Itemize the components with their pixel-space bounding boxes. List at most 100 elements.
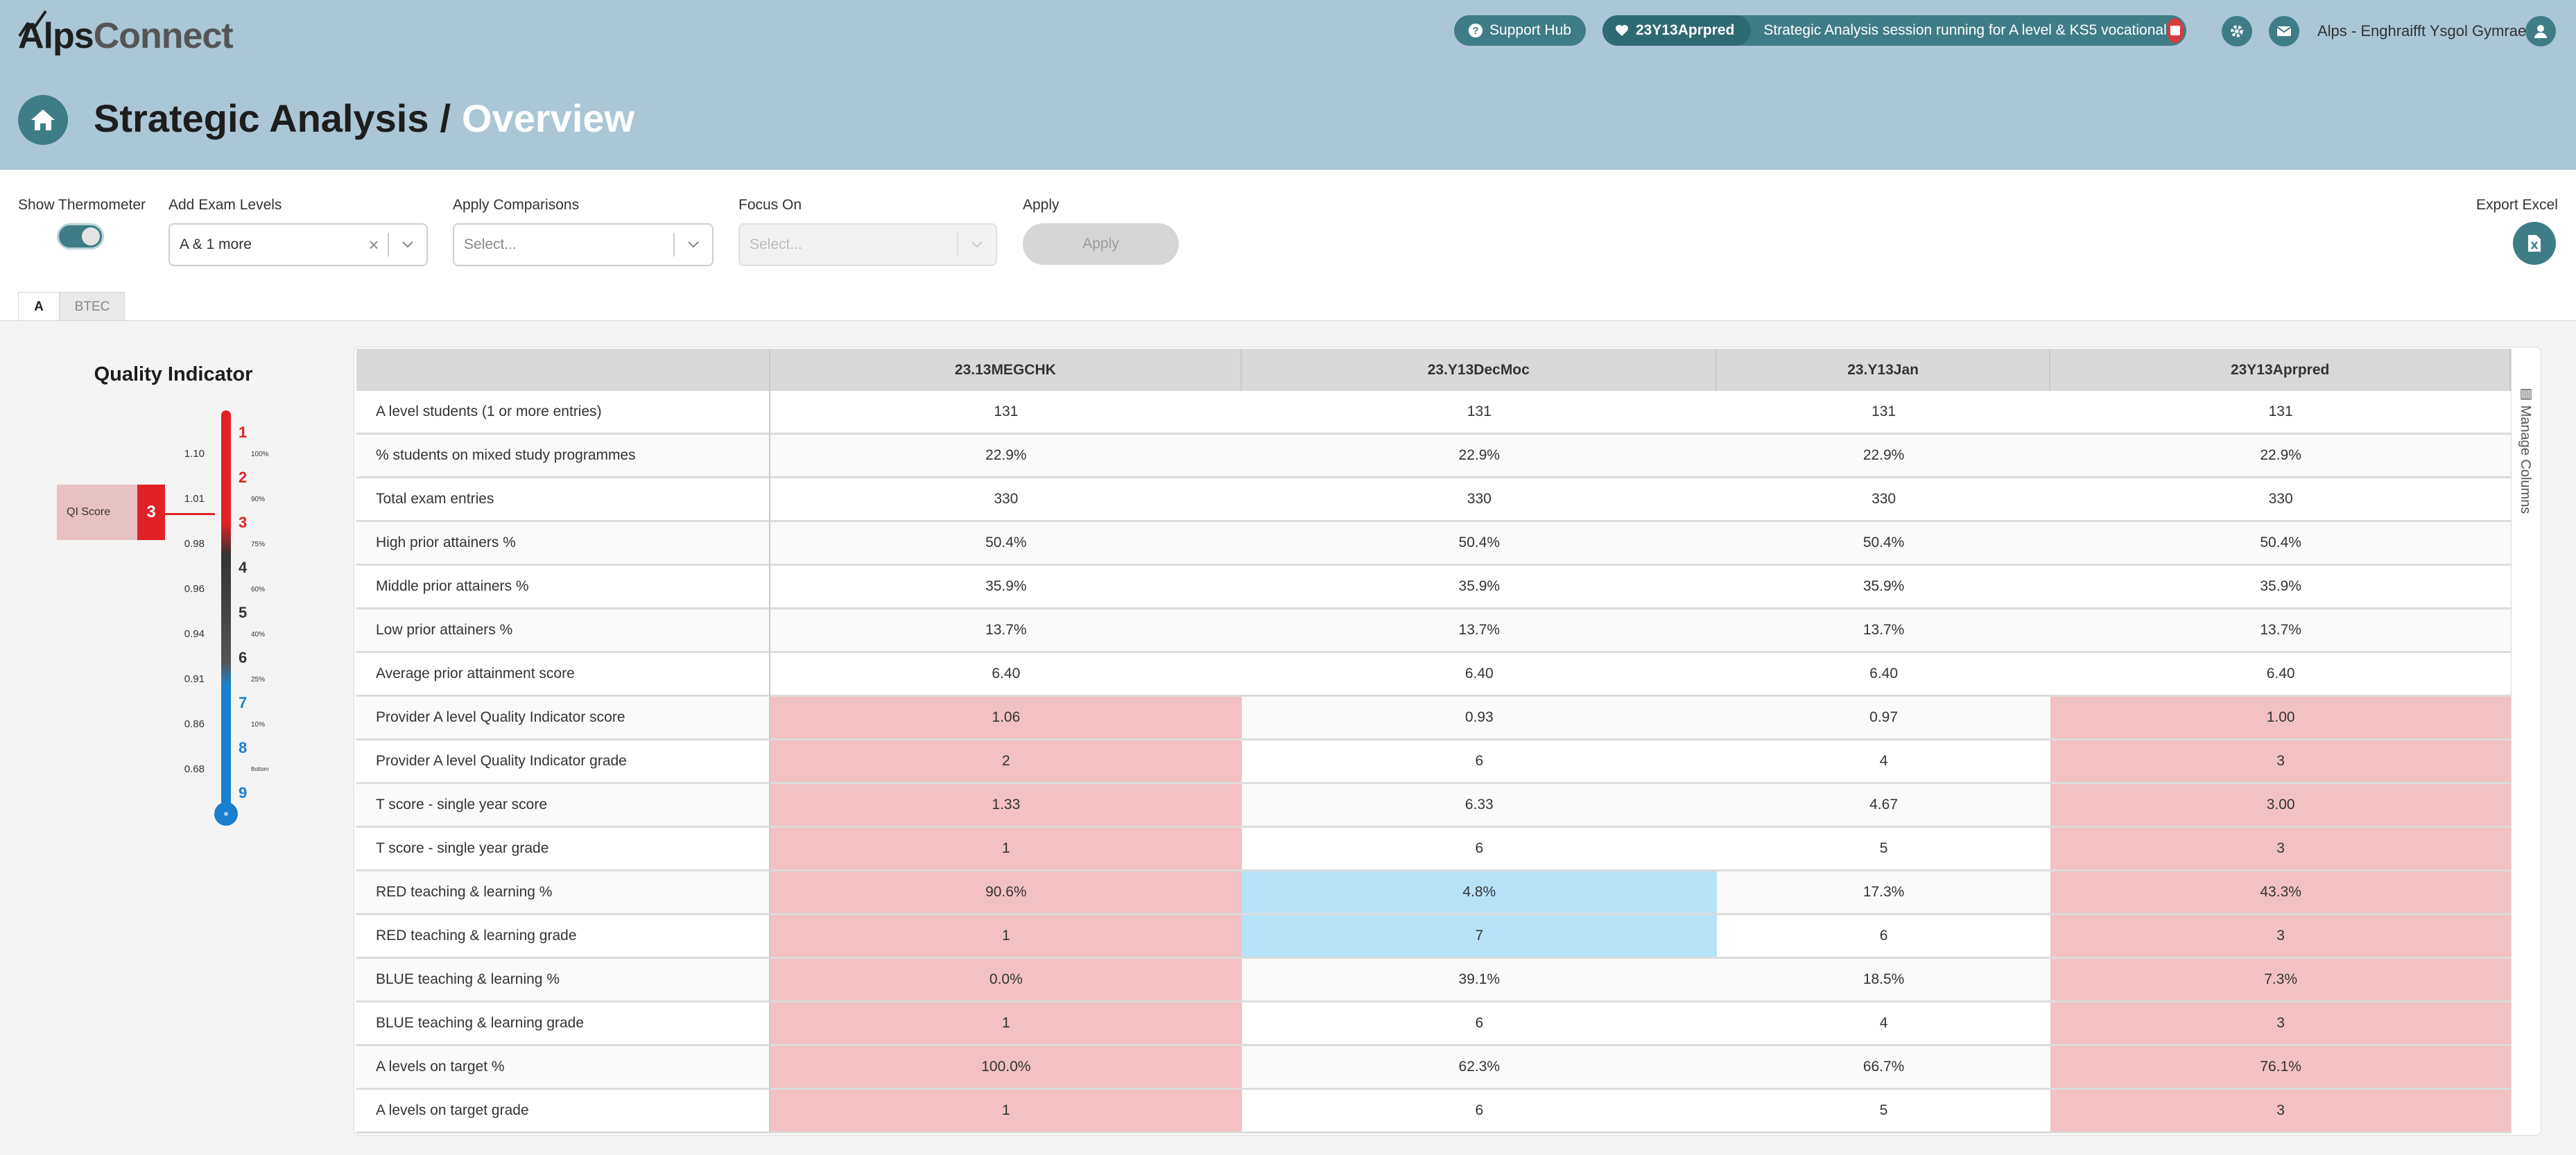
- table-cell: 4.67: [1716, 784, 2051, 828]
- table-cell: 35.9%: [770, 566, 1242, 609]
- show-thermometer-label: Show Thermometer: [18, 197, 146, 213]
- session-banner: 23Y13Aprpred Strategic Analysis session …: [1602, 15, 2186, 46]
- session-code-chip[interactable]: 23Y13Aprpred: [1602, 15, 1752, 46]
- table-row: % students on mixed study programmes 22.9…: [356, 435, 2511, 478]
- table-row: BLUE teaching & learning grade 1 6 4 3: [356, 1002, 2511, 1046]
- table-cell: 131: [1241, 391, 1717, 435]
- table-row: T score - single year grade 1 6 5 3: [356, 828, 2511, 871]
- table-row: Provider A level Quality Indicator grade…: [356, 740, 2511, 784]
- scale-value: 0.98: [184, 538, 205, 550]
- stop-icon: [2170, 26, 2180, 35]
- qi-score-value: 3: [137, 485, 165, 540]
- tab-btec[interactable]: BTEC: [60, 292, 125, 321]
- export-excel-button[interactable]: [2513, 222, 2556, 265]
- table-cell: 131: [770, 391, 1242, 435]
- table-cell: 2: [770, 740, 1242, 784]
- table-cell: 330: [1716, 478, 2051, 522]
- grade-label: 9: [239, 784, 248, 801]
- apply-button[interactable]: Apply: [1023, 223, 1179, 265]
- overview-table: 23.13MEGCHK 23.Y13DecMoc 23.Y13Jan 23Y13…: [356, 349, 2511, 1134]
- app-header: Alps Connect ? Support Hub 23Y13Aprpred S…: [0, 0, 2576, 170]
- row-label: RED teaching & learning grade: [356, 915, 770, 959]
- show-thermometer-toggle[interactable]: [57, 223, 104, 250]
- clear-icon[interactable]: ×: [368, 234, 379, 255]
- chevron-down-icon[interactable]: [958, 241, 996, 249]
- qi-score-marker: QI Score 3: [57, 485, 165, 540]
- exam-levels-select[interactable]: A & 1 more ×: [168, 223, 428, 266]
- scale-percent: 90%: [251, 496, 266, 503]
- tab-a[interactable]: A: [18, 292, 60, 321]
- alps-connect-logo[interactable]: Alps Connect: [18, 8, 234, 57]
- scale-value: 0.96: [184, 583, 205, 595]
- row-label: A level students (1 or more entries): [356, 391, 770, 435]
- user-name[interactable]: Alps - Enghraifft Ysgol Gymraeg: [2317, 22, 2535, 40]
- session-message: Strategic Analysis session running for A…: [1763, 22, 2167, 38]
- table-cell: 1: [770, 1002, 1242, 1046]
- table-cell: 22.9%: [1241, 435, 1717, 478]
- grade-label: 6: [239, 649, 248, 666]
- logo-mark-icon: [18, 10, 47, 37]
- table-row: RED teaching & learning grade 1 7 6 3: [356, 915, 2511, 959]
- table-cell: 39.1%: [1241, 959, 1717, 1002]
- comparisons-placeholder: Select...: [464, 236, 517, 252]
- table-cell: 1: [770, 828, 1242, 871]
- row-label: RED teaching & learning %: [356, 871, 770, 915]
- table-cell: 0.0%: [770, 959, 1242, 1002]
- table-cell: 35.9%: [1716, 566, 2051, 609]
- select-divider: [388, 233, 389, 257]
- table-cell: 50.4%: [1241, 522, 1717, 566]
- table-cell: 62.3%: [1241, 1046, 1717, 1090]
- messages-button[interactable]: [2269, 16, 2299, 46]
- stop-session-button[interactable]: [2166, 18, 2184, 43]
- home-button[interactable]: [18, 95, 68, 145]
- column-header[interactable]: 23.Y13DecMoc: [1241, 349, 1717, 391]
- table-cell: 6.40: [2050, 653, 2511, 697]
- tab-divider: [0, 320, 2576, 321]
- qi-score-pointer: [165, 513, 215, 515]
- settings-button[interactable]: [2222, 16, 2252, 46]
- gear-icon: [2231, 25, 2243, 37]
- page-title-sub: Overview: [462, 96, 635, 140]
- table-cell: 0.97: [1716, 697, 2051, 740]
- table-row: Total exam entries 330 330 330 330: [356, 478, 2511, 522]
- table-cell: 43.3%: [2050, 871, 2511, 915]
- row-label: Provider A level Quality Indicator grade: [356, 740, 770, 784]
- column-header[interactable]: 23.13MEGCHK: [770, 349, 1242, 391]
- comparisons-select[interactable]: Select...: [453, 223, 714, 266]
- table-cell: 6: [1241, 828, 1717, 871]
- support-hub-label: Support Hub: [1489, 22, 1571, 38]
- row-label: A levels on target %: [356, 1046, 770, 1090]
- table-row: Low prior attainers % 13.7% 13.7% 13.7% 13.7…: [356, 609, 2511, 653]
- grade-label: 2: [239, 469, 248, 486]
- row-label: Total exam entries: [356, 478, 770, 522]
- table-cell: 66.7%: [1716, 1046, 2051, 1090]
- table-cell: 330: [770, 478, 1242, 522]
- user-avatar-button[interactable]: [2525, 16, 2556, 46]
- table-cell: 3: [2050, 740, 2511, 784]
- session-code: 23Y13Aprpred: [1636, 22, 1735, 38]
- table-cell: 330: [2050, 478, 2511, 522]
- column-header[interactable]: 23.Y13Jan: [1716, 349, 2051, 391]
- table-row: A level students (1 or more entries) 131 1…: [356, 391, 2511, 435]
- exam-levels-label: Add Exam Levels: [168, 197, 282, 213]
- chevron-down-icon[interactable]: [389, 241, 426, 249]
- table-cell: 1: [770, 1090, 1242, 1134]
- logo-text-connect: Connect: [93, 16, 234, 56]
- table-cell: 6.40: [1241, 653, 1717, 697]
- manage-columns-button[interactable]: ▥ Manage Columns: [2511, 349, 2540, 1134]
- scale-percent: 60%: [251, 586, 266, 593]
- table-cell: 4: [1716, 740, 2051, 784]
- scale-value: 0.94: [184, 628, 205, 640]
- columns-icon: ▥: [2518, 385, 2533, 406]
- focus-on-select[interactable]: Select...: [738, 223, 997, 266]
- scale-value: 1.01: [184, 493, 205, 505]
- table-cell: 7.3%: [2050, 959, 2511, 1002]
- table-cell: 50.4%: [1716, 522, 2051, 566]
- question-icon: ?: [1469, 24, 1483, 37]
- support-hub-button[interactable]: ? Support Hub: [1454, 15, 1586, 46]
- toggle-knob: [82, 227, 100, 245]
- chevron-down-icon[interactable]: [675, 241, 712, 249]
- row-label: Average prior attainment score: [356, 653, 770, 697]
- grade-label: 5: [239, 604, 248, 621]
- column-header[interactable]: 23Y13Aprpred: [2050, 349, 2511, 391]
